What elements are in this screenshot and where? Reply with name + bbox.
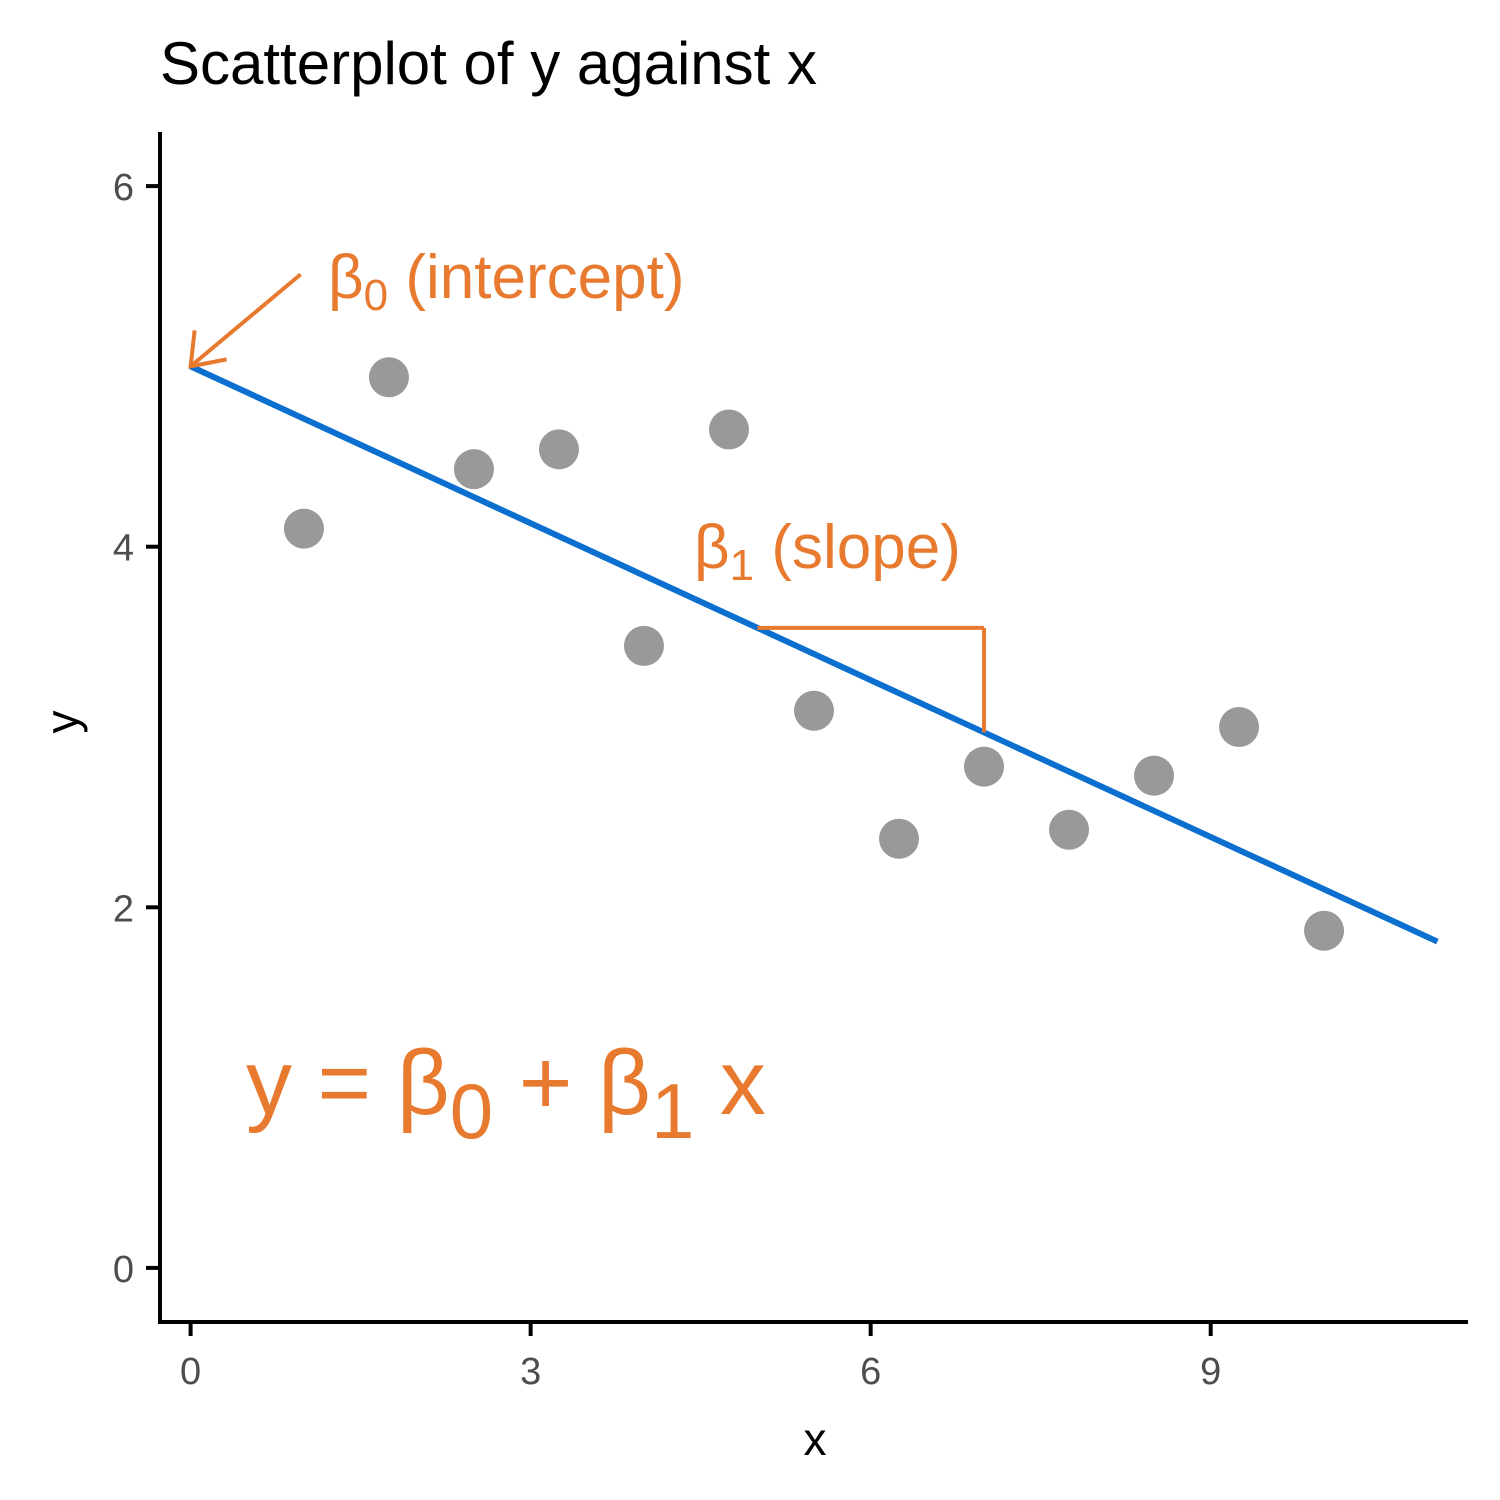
intercept-arrow-head: [188, 330, 227, 369]
intercept-label-subscript: 0: [364, 271, 388, 320]
annotation-layer: β0 (intercept)β1 (slope)y = β0 + β1 x: [188, 243, 987, 1155]
equation-plus: +: [493, 1032, 598, 1134]
intercept-label: β0 (intercept): [328, 243, 684, 320]
y-tick-label: 2: [113, 888, 134, 930]
x-tick-label: 0: [180, 1351, 201, 1393]
x-tick-label: 9: [1200, 1351, 1221, 1393]
equation-beta0-subscript: 0: [450, 1067, 493, 1155]
x-tick-label: 6: [860, 1351, 881, 1393]
slope-label-beta: β: [694, 513, 730, 582]
data-point: [1219, 707, 1260, 747]
data-point: [283, 508, 324, 549]
y-tick-label: 6: [113, 167, 134, 209]
points-layer: [283, 357, 1345, 951]
y-tick-label: 0: [113, 1249, 134, 1291]
data-point: [794, 690, 834, 731]
data-point: [1304, 910, 1345, 951]
data-point: [368, 357, 409, 398]
intercept-label-beta: β: [328, 243, 364, 312]
slope-label-subscript: 1: [730, 541, 754, 590]
data-point: [1134, 755, 1175, 796]
equation-beta0: β: [397, 1032, 450, 1134]
x-axis-title: x: [804, 1413, 827, 1465]
x-tick-label: 3: [520, 1351, 541, 1393]
fit-line: [189, 363, 1439, 945]
intercept-arrow: [188, 272, 302, 369]
intercept-label-text: (intercept): [388, 243, 684, 312]
equation-y: y =: [246, 1032, 397, 1134]
data-point: [879, 818, 920, 859]
chart-title: Scatterplot of y against x: [160, 30, 817, 97]
equation-beta1-subscript: 1: [651, 1067, 694, 1155]
slope-label-text: (slope): [754, 513, 961, 582]
equation-label: y = β0 + β1 x: [246, 1032, 766, 1155]
slope-label: β1 (slope): [694, 513, 961, 590]
data-point: [1049, 809, 1090, 850]
data-point: [964, 746, 1005, 787]
axes: 0 2 4 6 0 3 6 9: [113, 132, 1468, 1393]
equation-x: x: [694, 1032, 766, 1134]
data-point: [623, 625, 664, 666]
y-tick-label: 4: [113, 528, 134, 570]
slope-triangle: [757, 625, 987, 733]
data-point: [453, 449, 494, 490]
intercept-arrow-shaft: [189, 272, 302, 368]
y-axis-title: y: [36, 711, 88, 734]
data-point: [708, 409, 749, 450]
equation-beta1: β: [598, 1032, 651, 1134]
data-point: [538, 429, 579, 470]
fit-line-layer: [189, 363, 1439, 945]
